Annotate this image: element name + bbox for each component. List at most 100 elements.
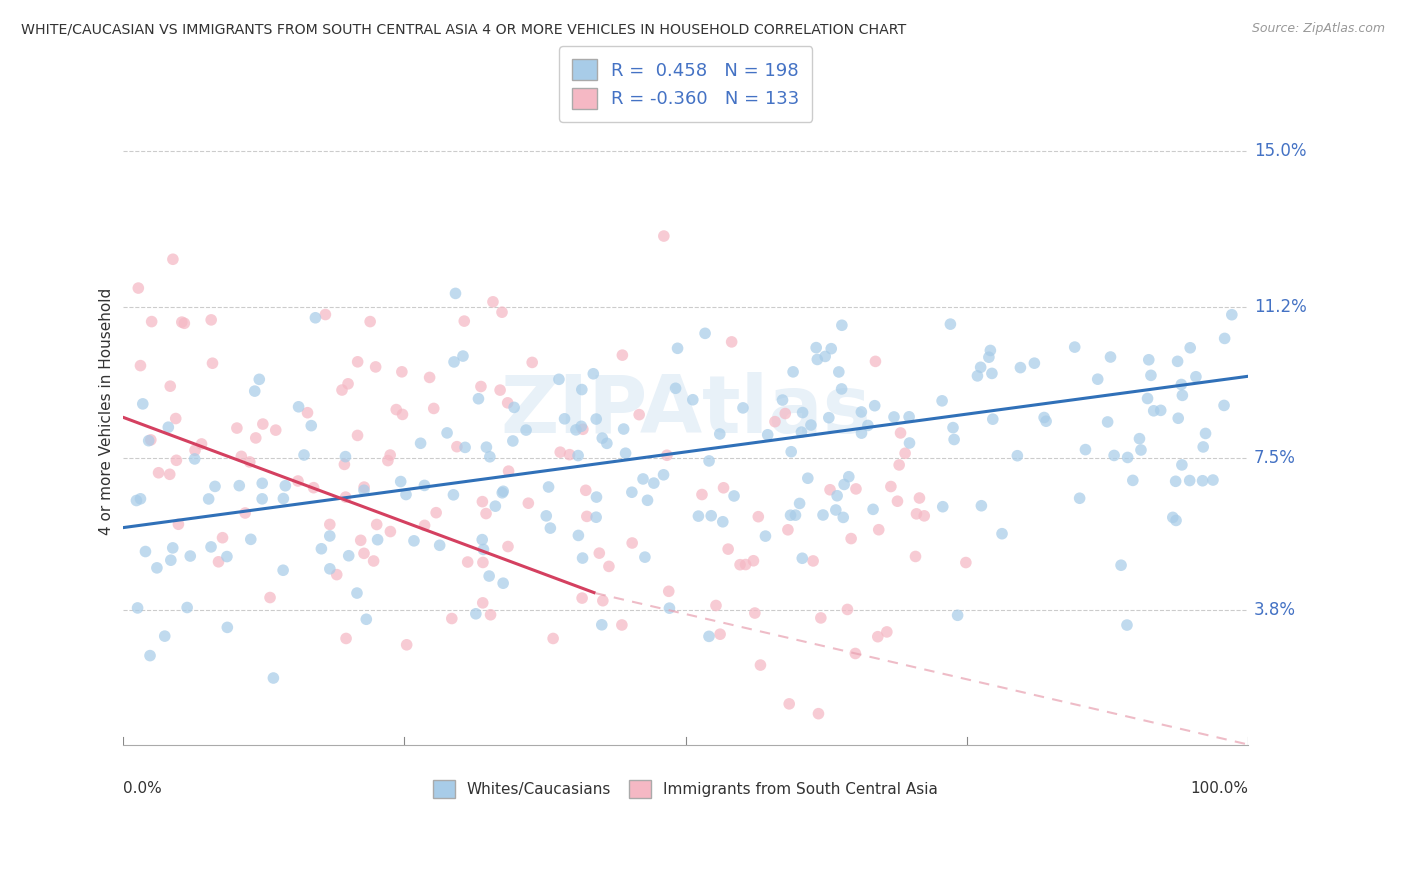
- Point: [977, 350, 1000, 364]
- Point: [364, 359, 387, 374]
- Point: [631, 472, 654, 486]
- Point: [184, 443, 207, 458]
- Point: [183, 451, 205, 466]
- Point: [582, 367, 605, 381]
- Point: [658, 584, 681, 599]
- Point: [478, 569, 501, 583]
- Point: [380, 524, 402, 539]
- Point: [565, 423, 588, 437]
- Point: [932, 500, 955, 514]
- Point: [554, 412, 576, 426]
- Point: [838, 469, 860, 483]
- Point: [319, 562, 342, 576]
- Point: [475, 507, 498, 521]
- Point: [1129, 442, 1152, 457]
- Point: [652, 229, 675, 244]
- Point: [709, 627, 731, 641]
- Point: [200, 540, 222, 554]
- Point: [502, 434, 524, 448]
- Point: [314, 308, 336, 322]
- Point: [807, 706, 830, 721]
- Point: [1116, 618, 1139, 632]
- Point: [522, 355, 544, 369]
- Point: [955, 556, 977, 570]
- Point: [621, 536, 644, 550]
- Point: [598, 559, 620, 574]
- Point: [271, 563, 294, 577]
- Point: [612, 348, 634, 362]
- Point: [804, 341, 827, 355]
- Point: [832, 510, 855, 524]
- Point: [591, 431, 613, 445]
- Point: [363, 554, 385, 568]
- Point: [440, 611, 463, 625]
- Point: [467, 392, 489, 406]
- Point: [776, 523, 799, 537]
- Point: [981, 412, 1004, 426]
- Point: [1122, 474, 1144, 488]
- Point: [831, 382, 853, 396]
- Point: [385, 402, 408, 417]
- Point: [814, 350, 837, 364]
- Point: [908, 491, 931, 505]
- Text: Source: ZipAtlas.com: Source: ZipAtlas.com: [1251, 22, 1385, 36]
- Point: [585, 412, 607, 426]
- Point: [782, 365, 804, 379]
- Point: [353, 483, 375, 498]
- Point: [274, 479, 297, 493]
- Point: [225, 421, 247, 435]
- Point: [157, 420, 180, 434]
- Point: [1007, 449, 1029, 463]
- Point: [475, 440, 498, 454]
- Point: [125, 493, 148, 508]
- Point: [353, 546, 375, 560]
- Point: [866, 630, 889, 644]
- Point: [515, 423, 537, 437]
- Point: [233, 506, 256, 520]
- Point: [591, 617, 613, 632]
- Point: [1099, 350, 1122, 364]
- Point: [880, 479, 903, 493]
- Point: [731, 401, 754, 415]
- Point: [162, 541, 184, 555]
- Point: [637, 493, 659, 508]
- Point: [749, 658, 772, 673]
- Point: [139, 648, 162, 663]
- Point: [824, 503, 846, 517]
- Point: [200, 313, 222, 327]
- Point: [146, 561, 169, 575]
- Point: [391, 365, 413, 379]
- Point: [444, 286, 467, 301]
- Point: [931, 393, 953, 408]
- Point: [409, 436, 432, 450]
- Point: [839, 532, 862, 546]
- Point: [380, 448, 402, 462]
- Point: [792, 406, 814, 420]
- Point: [688, 509, 710, 524]
- Point: [441, 488, 464, 502]
- Point: [496, 540, 519, 554]
- Point: [1087, 372, 1109, 386]
- Point: [889, 425, 911, 440]
- Point: [1202, 473, 1225, 487]
- Point: [391, 408, 413, 422]
- Point: [377, 453, 399, 467]
- Point: [876, 624, 898, 639]
- Point: [942, 420, 965, 434]
- Point: [1137, 352, 1160, 367]
- Point: [346, 586, 368, 600]
- Point: [134, 544, 156, 558]
- Point: [333, 458, 356, 472]
- Point: [138, 434, 160, 448]
- Point: [614, 446, 637, 460]
- Point: [1164, 513, 1187, 527]
- Point: [697, 629, 720, 643]
- Point: [491, 485, 513, 500]
- Point: [690, 487, 713, 501]
- Text: 11.2%: 11.2%: [1254, 298, 1306, 316]
- Point: [572, 422, 595, 436]
- Point: [228, 478, 250, 492]
- Point: [429, 538, 451, 552]
- Point: [217, 620, 239, 634]
- Point: [1167, 354, 1189, 368]
